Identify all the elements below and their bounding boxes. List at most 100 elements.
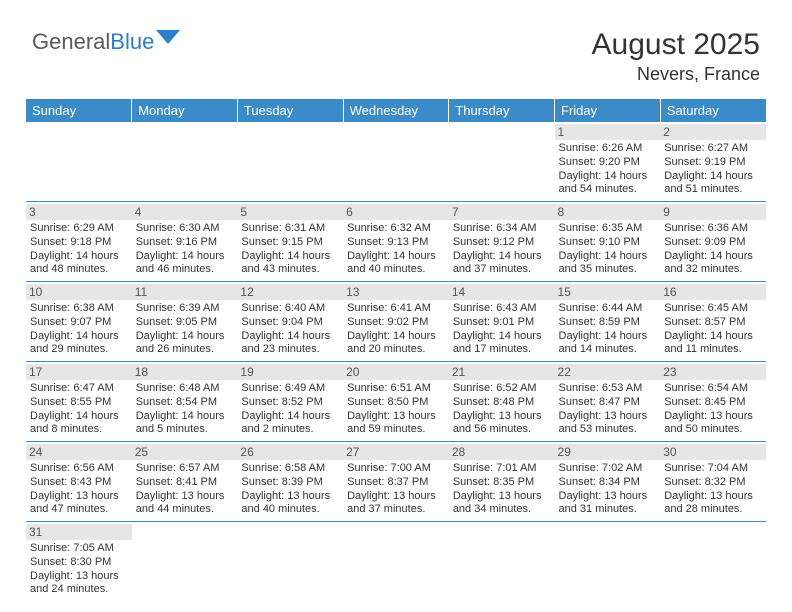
calendar-cell — [132, 522, 238, 602]
sunrise-text: Sunrise: 6:43 AM — [453, 302, 551, 316]
daylight-text: Daylight: 13 hours and 59 minutes. — [347, 410, 445, 438]
sunset-text: Sunset: 8:52 PM — [241, 396, 339, 410]
sunset-text: Sunset: 8:41 PM — [136, 476, 234, 490]
day-number: 17 — [26, 364, 132, 380]
daylight-text: Daylight: 14 hours and 37 minutes. — [453, 250, 551, 278]
sunrise-text: Sunrise: 6:35 AM — [559, 222, 657, 236]
calendar-row: 1Sunrise: 6:26 AMSunset: 9:20 PMDaylight… — [26, 122, 766, 202]
calendar-cell — [449, 522, 555, 602]
calendar-cell: 18Sunrise: 6:48 AMSunset: 8:54 PMDayligh… — [132, 362, 238, 442]
day-info: Sunrise: 6:31 AMSunset: 9:15 PMDaylight:… — [241, 222, 339, 277]
daylight-text: Daylight: 14 hours and 11 minutes. — [664, 330, 762, 358]
daylight-text: Daylight: 13 hours and 56 minutes. — [453, 410, 551, 438]
logo-flag-icon — [156, 28, 182, 46]
calendar-cell: 7Sunrise: 6:34 AMSunset: 9:12 PMDaylight… — [449, 202, 555, 282]
logo-text-2: Blue — [110, 29, 154, 55]
calendar-cell: 29 Sunrise: 7:02 AMSunset: 8:34 PMDayligh… — [555, 442, 661, 522]
day-number: 14 — [449, 284, 555, 300]
sunset-text: Sunset: 9:18 PM — [30, 236, 128, 250]
sunset-text: Sunset: 9:16 PM — [136, 236, 234, 250]
day-info: Sunrise: 6:38 AMSunset: 9:07 PMDaylight:… — [30, 302, 128, 357]
calendar-cell: 19Sunrise: 6:49 AMSunset: 8:52 PMDayligh… — [237, 362, 343, 442]
sunset-text: Sunset: 8:30 PM — [30, 556, 128, 570]
day-info: Sunrise: 7:04 AMSunset: 8:32 PMDaylight:… — [664, 462, 762, 517]
day-number: 1 — [555, 124, 661, 140]
sunrise-text: Sunrise: 6:53 AM — [559, 382, 657, 396]
day-number: 27 — [343, 444, 449, 460]
day-info: Sunrise: 6:58 AMSunset: 8:39 PMDaylight:… — [241, 462, 339, 517]
day-number: 9 — [660, 204, 766, 220]
calendar-cell — [343, 522, 449, 602]
sunset-text: Sunset: 8:32 PM — [664, 476, 762, 490]
calendar-cell: 13Sunrise: 6:41 AMSunset: 9:02 PMDayligh… — [343, 282, 449, 362]
calendar-cell: 11 Sunrise: 6:39 AMSunset: 9:05 PMDayligh… — [132, 282, 238, 362]
sunset-text: Sunset: 8:48 PM — [453, 396, 551, 410]
calendar-cell — [449, 122, 555, 202]
sunset-text: Sunset: 9:13 PM — [347, 236, 445, 250]
daylight-text: Daylight: 13 hours and 37 minutes. — [347, 490, 445, 518]
calendar-head: SundayMondayTuesdayWednesdayThursdayFrid… — [26, 99, 766, 122]
sunset-text: Sunset: 8:34 PM — [559, 476, 657, 490]
day-info: Sunrise: 6:53 AMSunset: 8:47 PMDaylight:… — [559, 382, 657, 437]
day-number: 15 — [555, 284, 661, 300]
daylight-text: Daylight: 14 hours and 48 minutes. — [30, 250, 128, 278]
daylight-text: Daylight: 13 hours and 53 minutes. — [559, 410, 657, 438]
calendar-cell: 27Sunrise: 7:00 AMSunset: 8:37 PMDayligh… — [343, 442, 449, 522]
calendar-table: SundayMondayTuesdayWednesdayThursdayFrid… — [26, 99, 766, 601]
day-number: 11 — [132, 284, 238, 300]
sunrise-text: Sunrise: 6:58 AM — [241, 462, 339, 476]
calendar-cell: 25Sunrise: 6:57 AMSunset: 8:41 PMDayligh… — [132, 442, 238, 522]
weekday-header: Wednesday — [343, 99, 449, 122]
calendar-cell — [132, 122, 238, 202]
sunrise-text: Sunrise: 7:04 AM — [664, 462, 762, 476]
sunrise-text: Sunrise: 6:40 AM — [241, 302, 339, 316]
sunrise-text: Sunrise: 6:26 AM — [559, 142, 657, 156]
sunrise-text: Sunrise: 7:01 AM — [453, 462, 551, 476]
calendar-row: 17Sunrise: 6:47 AMSunset: 8:55 PMDayligh… — [26, 362, 766, 442]
day-number: 5 — [237, 204, 343, 220]
daylight-text: Daylight: 13 hours and 40 minutes. — [241, 490, 339, 518]
daylight-text: Daylight: 14 hours and 14 minutes. — [559, 330, 657, 358]
sunrise-text: Sunrise: 6:30 AM — [136, 222, 234, 236]
day-number: 8 — [555, 204, 661, 220]
day-info: Sunrise: 6:45 AMSunset: 8:57 PMDaylight:… — [664, 302, 762, 357]
sunset-text: Sunset: 9:12 PM — [453, 236, 551, 250]
sunset-text: Sunset: 8:35 PM — [453, 476, 551, 490]
sunrise-text: Sunrise: 6:27 AM — [664, 142, 762, 156]
day-number: 29 — [555, 444, 661, 460]
day-info: Sunrise: 6:52 AMSunset: 8:48 PMDaylight:… — [453, 382, 551, 437]
daylight-text: Daylight: 13 hours and 31 minutes. — [559, 490, 657, 518]
calendar-row: 10Sunrise: 6:38 AMSunset: 9:07 PMDayligh… — [26, 282, 766, 362]
sunset-text: Sunset: 9:02 PM — [347, 316, 445, 330]
calendar-cell: 16Sunrise: 6:45 AMSunset: 8:57 PMDayligh… — [660, 282, 766, 362]
day-number: 19 — [237, 364, 343, 380]
day-info: Sunrise: 6:35 AMSunset: 9:10 PMDaylight:… — [559, 222, 657, 277]
day-number: 2 — [660, 124, 766, 140]
calendar-cell — [237, 522, 343, 602]
calendar-cell — [660, 522, 766, 602]
daylight-text: Daylight: 14 hours and 43 minutes. — [241, 250, 339, 278]
sunset-text: Sunset: 9:20 PM — [559, 156, 657, 170]
sunrise-text: Sunrise: 7:02 AM — [559, 462, 657, 476]
day-info: Sunrise: 6:57 AMSunset: 8:41 PMDaylight:… — [136, 462, 234, 517]
sunset-text: Sunset: 9:19 PM — [664, 156, 762, 170]
calendar-cell: 31Sunrise: 7:05 AMSunset: 8:30 PMDayligh… — [26, 522, 132, 602]
weekday-row: SundayMondayTuesdayWednesdayThursdayFrid… — [26, 99, 766, 122]
day-info: Sunrise: 6:39 AMSunset: 9:05 PMDaylight:… — [136, 302, 234, 357]
calendar-cell: 14Sunrise: 6:43 AMSunset: 9:01 PMDayligh… — [449, 282, 555, 362]
sunset-text: Sunset: 9:07 PM — [30, 316, 128, 330]
day-info: Sunrise: 6:41 AMSunset: 9:02 PMDaylight:… — [347, 302, 445, 357]
daylight-text: Daylight: 14 hours and 29 minutes. — [30, 330, 128, 358]
calendar-cell: 22Sunrise: 6:53 AMSunset: 8:47 PMDayligh… — [555, 362, 661, 442]
day-number: 18 — [132, 364, 238, 380]
sunset-text: Sunset: 9:05 PM — [136, 316, 234, 330]
calendar-cell: 2Sunrise: 6:27 AMSunset: 9:19 PMDaylight… — [660, 122, 766, 202]
daylight-text: Daylight: 14 hours and 8 minutes. — [30, 410, 128, 438]
day-number: 12 — [237, 284, 343, 300]
calendar-cell: 10Sunrise: 6:38 AMSunset: 9:07 PMDayligh… — [26, 282, 132, 362]
day-info: Sunrise: 6:30 AMSunset: 9:16 PMDaylight:… — [136, 222, 234, 277]
sunset-text: Sunset: 8:59 PM — [559, 316, 657, 330]
daylight-text: Daylight: 14 hours and 35 minutes. — [559, 250, 657, 278]
calendar-row: 3Sunrise: 6:29 AMSunset: 9:18 PMDaylight… — [26, 202, 766, 282]
day-info: Sunrise: 6:32 AMSunset: 9:13 PMDaylight:… — [347, 222, 445, 277]
